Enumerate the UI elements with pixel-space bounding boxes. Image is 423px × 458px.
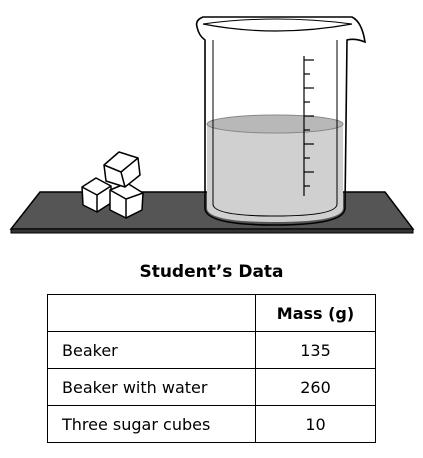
header-label-cell [47, 294, 256, 332]
table-row: Beaker 135 [47, 331, 376, 369]
table-title: Student’s Data [139, 262, 284, 282]
table-row: Three sugar cubes 10 [47, 405, 376, 443]
row-label: Beaker [47, 331, 256, 369]
row-value: 10 [255, 405, 376, 443]
row-label: Beaker with water [47, 368, 256, 406]
table-row: Beaker with water 260 [47, 368, 376, 406]
table-header-row: Mass (g) [47, 294, 376, 332]
row-value: 260 [255, 368, 376, 406]
data-table: Mass (g) Beaker 135 Beaker with water 26… [47, 294, 376, 443]
experiment-illustration [9, 16, 415, 234]
header-mass-cell: Mass (g) [255, 294, 376, 332]
row-label: Three sugar cubes [47, 405, 256, 443]
sugar-cube-icon [81, 151, 144, 219]
row-value: 135 [255, 331, 376, 369]
beaker-icon [195, 16, 366, 226]
